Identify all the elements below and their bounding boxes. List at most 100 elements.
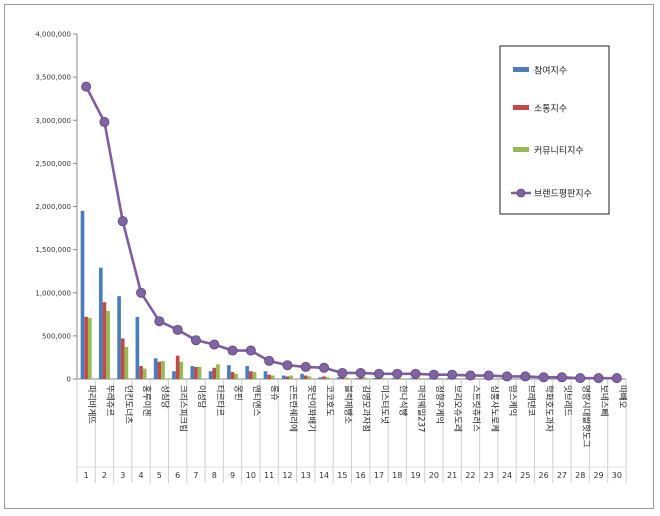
category-label: 미스터도넛	[379, 385, 389, 424]
rank-label: 28	[575, 471, 585, 480]
rank-label: 12	[282, 471, 292, 480]
bar-1-12	[281, 375, 286, 379]
bar-2-1	[84, 316, 88, 379]
rank-label: 6	[175, 471, 180, 480]
category-label: 곤트란쉐리에	[287, 385, 298, 432]
rank-label: 20	[429, 471, 439, 480]
rank-label: 1	[84, 471, 89, 480]
bar-3-21	[453, 378, 458, 379]
bar-1-5	[153, 358, 158, 379]
bar-1-16	[355, 378, 359, 379]
rank-label: 21	[447, 471, 457, 480]
rank-label: 10	[246, 471, 256, 480]
line-point-7	[190, 335, 201, 346]
bar-2-9	[230, 372, 235, 379]
category-label: 블럭제빵소	[342, 385, 353, 424]
line-point-2	[99, 116, 110, 127]
rank-label: 14	[319, 471, 329, 480]
bar-1-18	[391, 378, 396, 379]
bar-2-12	[285, 376, 290, 379]
bar-3-1	[87, 317, 92, 379]
bar-3-2	[106, 310, 110, 379]
bar-3-12	[289, 375, 293, 379]
bar-3-16	[362, 377, 367, 379]
line-point-13	[300, 361, 311, 372]
rank-label: 5	[157, 471, 162, 480]
legend-label: 소통지수	[534, 104, 567, 115]
rank-label: 11	[264, 471, 274, 480]
line-point-17	[373, 368, 384, 379]
category-label: 몽핀	[233, 385, 243, 401]
rank-label: 15	[337, 471, 347, 480]
bar-1-6	[172, 371, 176, 379]
category-label: 던킨도너츠	[123, 385, 134, 424]
category-label: 명랑시대쌀핫도그	[580, 385, 591, 448]
category-label: 타르타르	[214, 385, 224, 416]
y-tick-label: 1,500,000	[35, 246, 71, 254]
line-point-1	[81, 81, 92, 92]
bar-2-3	[120, 338, 125, 379]
bar-1-15	[336, 377, 341, 379]
category-label: 브리오슈도레	[452, 385, 462, 432]
category-label: 정향우케익	[434, 385, 445, 424]
bar-3-10	[252, 372, 257, 379]
y-tick-label: 2,000,000	[35, 203, 71, 211]
category-label: 심퉁사노로케	[489, 385, 500, 432]
line-point-16	[355, 367, 366, 378]
rank-label: 18	[392, 471, 402, 480]
category-label: 브레댄코	[525, 385, 535, 416]
category-label: 맘스케익	[507, 385, 518, 416]
line-point-15	[337, 367, 348, 378]
rank-label: 7	[193, 471, 198, 480]
bar-1-4	[135, 316, 140, 379]
y-tick-label: 4,000,000	[35, 31, 71, 39]
line-point-8	[209, 339, 220, 350]
line-point-5	[154, 316, 165, 327]
bar-3-5	[161, 360, 165, 379]
bar-3-18	[399, 378, 403, 379]
category-label: 못난이꽈배기	[306, 385, 317, 432]
legend-swatch	[513, 67, 529, 72]
line-point-10	[245, 345, 256, 356]
rank-label: 9	[230, 471, 235, 480]
legend-label: 브랜드평판지수	[534, 189, 592, 200]
bar-3-13	[307, 376, 312, 379]
bar-1-20	[428, 378, 433, 379]
line-point-28	[575, 373, 586, 384]
category-label: 학화호도과자	[544, 385, 555, 432]
bar-1-11	[263, 371, 268, 379]
line-point-23	[483, 370, 494, 381]
rank-label: 24	[502, 471, 512, 480]
bar-2-4	[139, 366, 143, 379]
rank-label: 23	[484, 471, 494, 480]
bar-2-14	[322, 376, 326, 379]
legend-box	[499, 45, 610, 215]
bar-1-19	[410, 378, 414, 379]
bar-2-8	[212, 367, 217, 379]
legend-label: 참여지수	[534, 65, 567, 77]
bar-3-17	[380, 378, 385, 379]
bar-2-13	[303, 375, 308, 379]
rank-label: 25	[520, 471, 530, 480]
bar-2-5	[157, 361, 162, 379]
rank-label: 29	[593, 471, 603, 480]
line-point-29	[593, 373, 604, 384]
bar-2-2	[102, 302, 107, 379]
bar-3-15	[344, 377, 348, 379]
bar-1-8	[208, 371, 213, 379]
rank-label: 30	[612, 471, 622, 480]
rank-label: 2	[102, 471, 107, 480]
line-point-3	[117, 216, 128, 227]
rank-label: 8	[212, 471, 217, 480]
category-label: 크리스피크림	[178, 385, 189, 432]
bar-3-19	[417, 378, 422, 379]
legend-swatch	[513, 147, 529, 152]
category-label: 홍루이젠	[141, 385, 152, 416]
bar-3-6	[179, 361, 184, 379]
category-label: 롱슈	[269, 385, 279, 401]
rank-label: 19	[410, 471, 420, 480]
bar-2-6	[175, 355, 180, 379]
line-point-25	[520, 371, 531, 382]
line-point-22	[465, 370, 476, 381]
line-point-4	[136, 287, 147, 298]
